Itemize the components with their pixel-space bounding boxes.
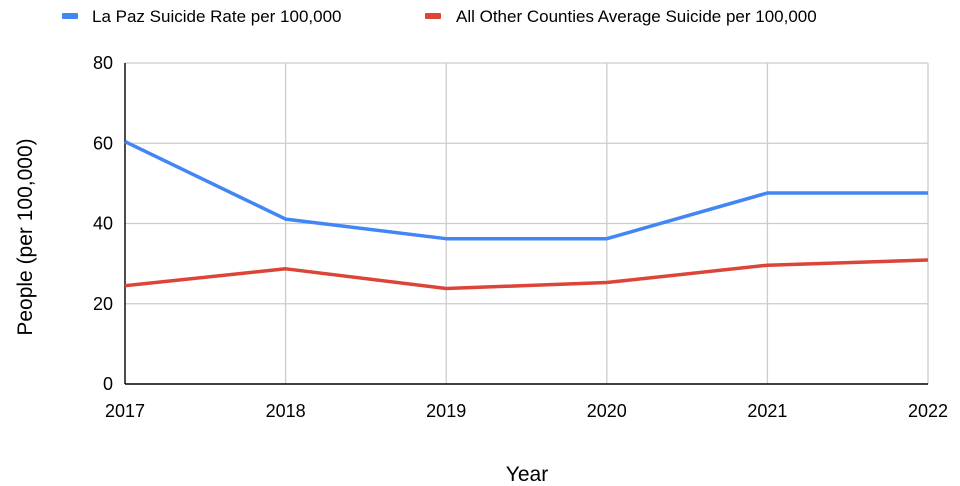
- grid-lines: [125, 62, 929, 384]
- legend: La Paz Suicide Rate per 100,000 All Othe…: [62, 7, 817, 26]
- series-line-other-counties: [124, 258, 929, 291]
- y-tick-label: 60: [93, 133, 113, 153]
- series-lines: [124, 140, 929, 291]
- y-tick-label: 40: [93, 214, 113, 234]
- x-tick-labels: 2017 2018 2019 2020 2021 2022: [105, 401, 948, 421]
- y-tick-labels: 0 20 40 60 80: [93, 53, 113, 394]
- y-tick-label: 0: [103, 374, 113, 394]
- x-tick-label: 2022: [908, 401, 948, 421]
- y-tick-label: 80: [93, 53, 113, 73]
- x-tick-label: 2020: [587, 401, 627, 421]
- y-axis-title: People (per 100,000): [14, 138, 37, 335]
- x-tick-label: 2017: [105, 401, 145, 421]
- y-tick-label: 20: [93, 294, 113, 314]
- x-tick-label: 2021: [747, 401, 787, 421]
- legend-swatch-la-paz: [62, 13, 78, 19]
- legend-swatch-other-counties: [425, 13, 441, 19]
- x-axis-title: Year: [506, 463, 548, 486]
- x-tick-label: 2018: [266, 401, 306, 421]
- legend-label-other-counties: All Other Counties Average Suicide per 1…: [456, 7, 817, 26]
- axes: [124, 63, 928, 385]
- x-tick-label: 2019: [426, 401, 466, 421]
- series-line-la-paz: [124, 140, 928, 241]
- legend-label-la-paz: La Paz Suicide Rate per 100,000: [92, 7, 342, 26]
